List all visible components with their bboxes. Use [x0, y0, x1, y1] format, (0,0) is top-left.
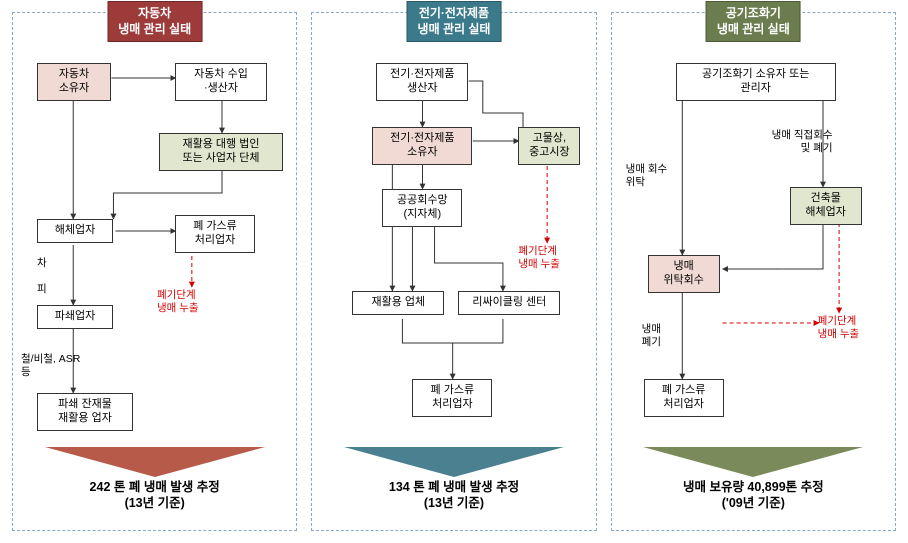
node-auto-residue: 파쇄 잔재물재활용 업자: [37, 393, 133, 431]
node-auto-wastegas: 폐 가스류처리업자: [175, 215, 255, 253]
node-auto-importer: 자동차 수입·생산자: [175, 63, 267, 101]
diagram-container: 자동차 냉매 관리 실태: [12, 12, 896, 531]
label-ac-direct: 냉매 직접회수및 폐기: [772, 129, 833, 154]
big-arrow-auto: [45, 447, 265, 477]
node-elec-recycler: 재활용 업체: [352, 291, 444, 315]
node-ac-wastegas: 폐 가스류처리업자: [644, 379, 724, 417]
node-elec-public: 공공회수망(지자체): [382, 189, 462, 227]
label-ac-entrust: 냉매 회수위탁: [626, 163, 668, 188]
label-ac-dispose: 냉매폐기: [642, 323, 661, 348]
node-elec-junk: 고물상,중고시장: [518, 127, 580, 165]
label-elec-leak: 폐기단계냉매 누출: [518, 245, 560, 270]
footer-auto: 242 톤 폐 냉매 발생 추정 (13년 기준): [23, 479, 286, 512]
node-auto-crusher: 파쇄업자: [37, 305, 113, 329]
big-arrow-elec: [344, 447, 564, 477]
label-pi: 피: [37, 283, 47, 296]
node-ac-demolish: 건축물해체업자: [790, 187, 862, 225]
column-auto: 자동차 냉매 관리 실태: [12, 12, 297, 531]
column-elec: 전기·전자제품 냉매 관리 실태: [311, 12, 596, 531]
footer-ac: 냉매 보유량 40,899톤 추정 ('09년 기준): [622, 479, 885, 512]
label-ac-leak: 폐기단계냉매 누출: [818, 315, 860, 340]
node-auto-dismantler: 해체업자: [37, 219, 113, 243]
footer-elec: 134 톤 폐 냉매 발생 추정 (13년 기준): [322, 479, 585, 512]
node-elec-wastegas: 폐 가스류처리업자: [412, 379, 492, 417]
column-ac: 공기조화기 냉매 관리 실태: [611, 12, 896, 531]
label-cha: 차: [37, 257, 47, 270]
ac-body: 공기조화기 소유자 또는관리자 건축물해체업자 냉매위탁회수 폐 가스류처리업자…: [622, 23, 885, 453]
node-elec-owner: 전기·전자제품소유자: [372, 127, 472, 165]
label-iron: 철/비철, ASR등: [21, 353, 101, 378]
node-elec-center: 리싸이클링 센터: [458, 291, 560, 315]
elec-body: 전기·전자제품생산자 전기·전자제품소유자 고물상,중고시장 공공회수망(지자체…: [322, 23, 585, 453]
node-elec-producer: 전기·전자제품생산자: [376, 63, 468, 101]
big-arrow-ac: [643, 447, 863, 477]
label-auto-leak: 폐기단계냉매 누출: [157, 289, 199, 314]
node-auto-recycle-corp: 재활용 대행 법인또는 사업자 단체: [159, 133, 283, 171]
node-ac-entrust: 냉매위탁회수: [648, 255, 720, 293]
node-auto-owner: 자동차소유자: [37, 63, 111, 101]
auto-body: 자동차소유자 자동차 수입·생산자 재활용 대행 법인또는 사업자 단체 해체업…: [23, 23, 286, 453]
node-ac-owner: 공기조화기 소유자 또는관리자: [676, 63, 836, 101]
